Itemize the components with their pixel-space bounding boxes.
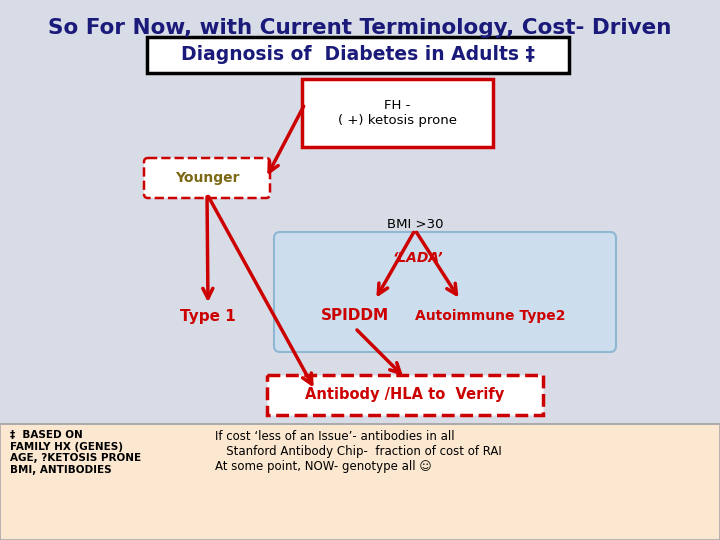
FancyBboxPatch shape	[147, 37, 569, 73]
FancyBboxPatch shape	[274, 232, 616, 352]
Text: Diagnosis of  Diabetes in Adults ‡: Diagnosis of Diabetes in Adults ‡	[181, 45, 535, 64]
Text: Younger: Younger	[175, 171, 239, 185]
FancyBboxPatch shape	[267, 375, 543, 415]
Text: FH -
( +) ketosis prone: FH - ( +) ketosis prone	[338, 99, 457, 127]
Text: SPIDDM: SPIDDM	[321, 308, 389, 323]
Text: So For Now, with Current Terminology, Cost- Driven: So For Now, with Current Terminology, Co…	[48, 18, 672, 38]
Text: Type 1: Type 1	[180, 308, 236, 323]
FancyBboxPatch shape	[302, 79, 493, 147]
FancyBboxPatch shape	[144, 158, 270, 198]
FancyBboxPatch shape	[0, 424, 720, 540]
Text: Antibody /HLA to  Verify: Antibody /HLA to Verify	[305, 388, 505, 402]
Text: If cost ‘less of an Issue’- antibodies in all
   Stanford Antibody Chip-  fracti: If cost ‘less of an Issue’- antibodies i…	[215, 430, 502, 473]
Text: ‘LADA’: ‘LADA’	[392, 251, 444, 265]
Text: Autoimmune Type2: Autoimmune Type2	[415, 309, 565, 323]
Text: BMI >30: BMI >30	[387, 218, 444, 231]
Text: ‡  BASED ON
FAMILY HX (GENES)
AGE, ?KETOSIS PRONE
BMI, ANTIBODIES: ‡ BASED ON FAMILY HX (GENES) AGE, ?KETOS…	[10, 430, 141, 475]
